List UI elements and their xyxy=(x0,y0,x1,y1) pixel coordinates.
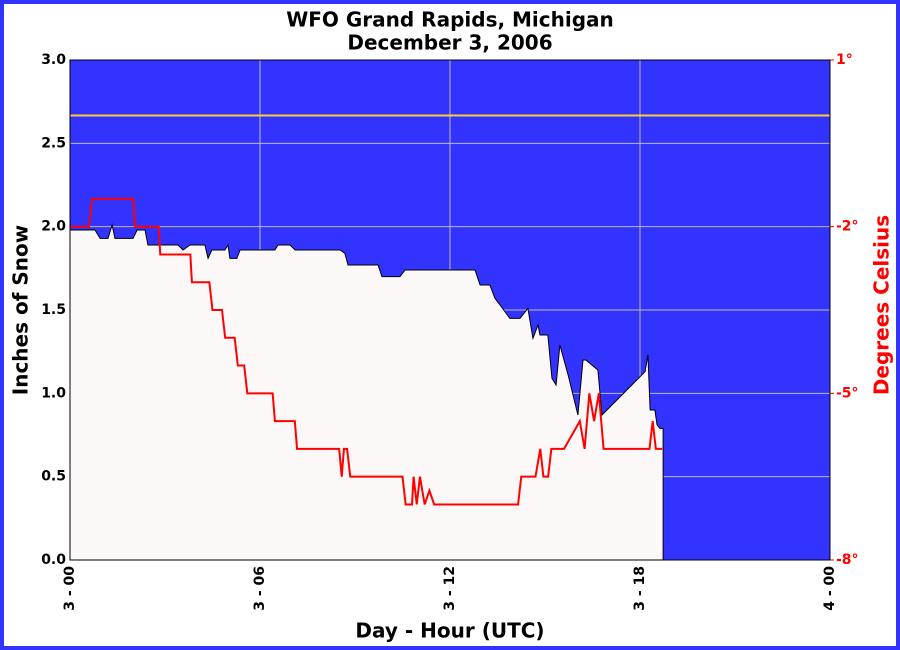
x-tick-label: 3 - 18 xyxy=(632,566,648,611)
y-tick-label: 1.5 xyxy=(41,302,66,318)
y2-tick-label: 1° xyxy=(836,52,853,68)
y2-axis-label: Degrees Celsius xyxy=(870,215,894,395)
chart-title: WFO Grand Rapids, Michigan xyxy=(286,8,614,32)
y2-tick-label: -5° xyxy=(836,385,859,401)
y-tick-label: 2.0 xyxy=(41,219,66,235)
x-tick-label: 4 - 00 xyxy=(822,566,838,611)
y-tick-label: 0.0 xyxy=(41,552,66,568)
plot-border xyxy=(69,59,831,561)
x-tick-label: 3 - 06 xyxy=(252,566,268,611)
temperature-line xyxy=(70,197,663,506)
chart-subtitle: December 3, 2006 xyxy=(347,31,552,55)
x-tick-label: 3 - 12 xyxy=(442,566,458,611)
snow-area xyxy=(69,223,664,561)
y-tick-label: 2.5 xyxy=(41,135,66,151)
y2-tick-label: -8° xyxy=(836,552,859,568)
y2-tick-label: -2° xyxy=(836,219,859,235)
x-axis-label: Day - Hour (UTC) xyxy=(355,619,544,643)
y-tick-label: 0.5 xyxy=(41,469,66,485)
y-tick-label: 1.0 xyxy=(41,385,66,401)
x-tick-label: 3 - 00 xyxy=(62,566,78,611)
y-tick-label: 3.0 xyxy=(41,52,66,68)
y-axis-label: Inches of Snow xyxy=(9,225,33,395)
